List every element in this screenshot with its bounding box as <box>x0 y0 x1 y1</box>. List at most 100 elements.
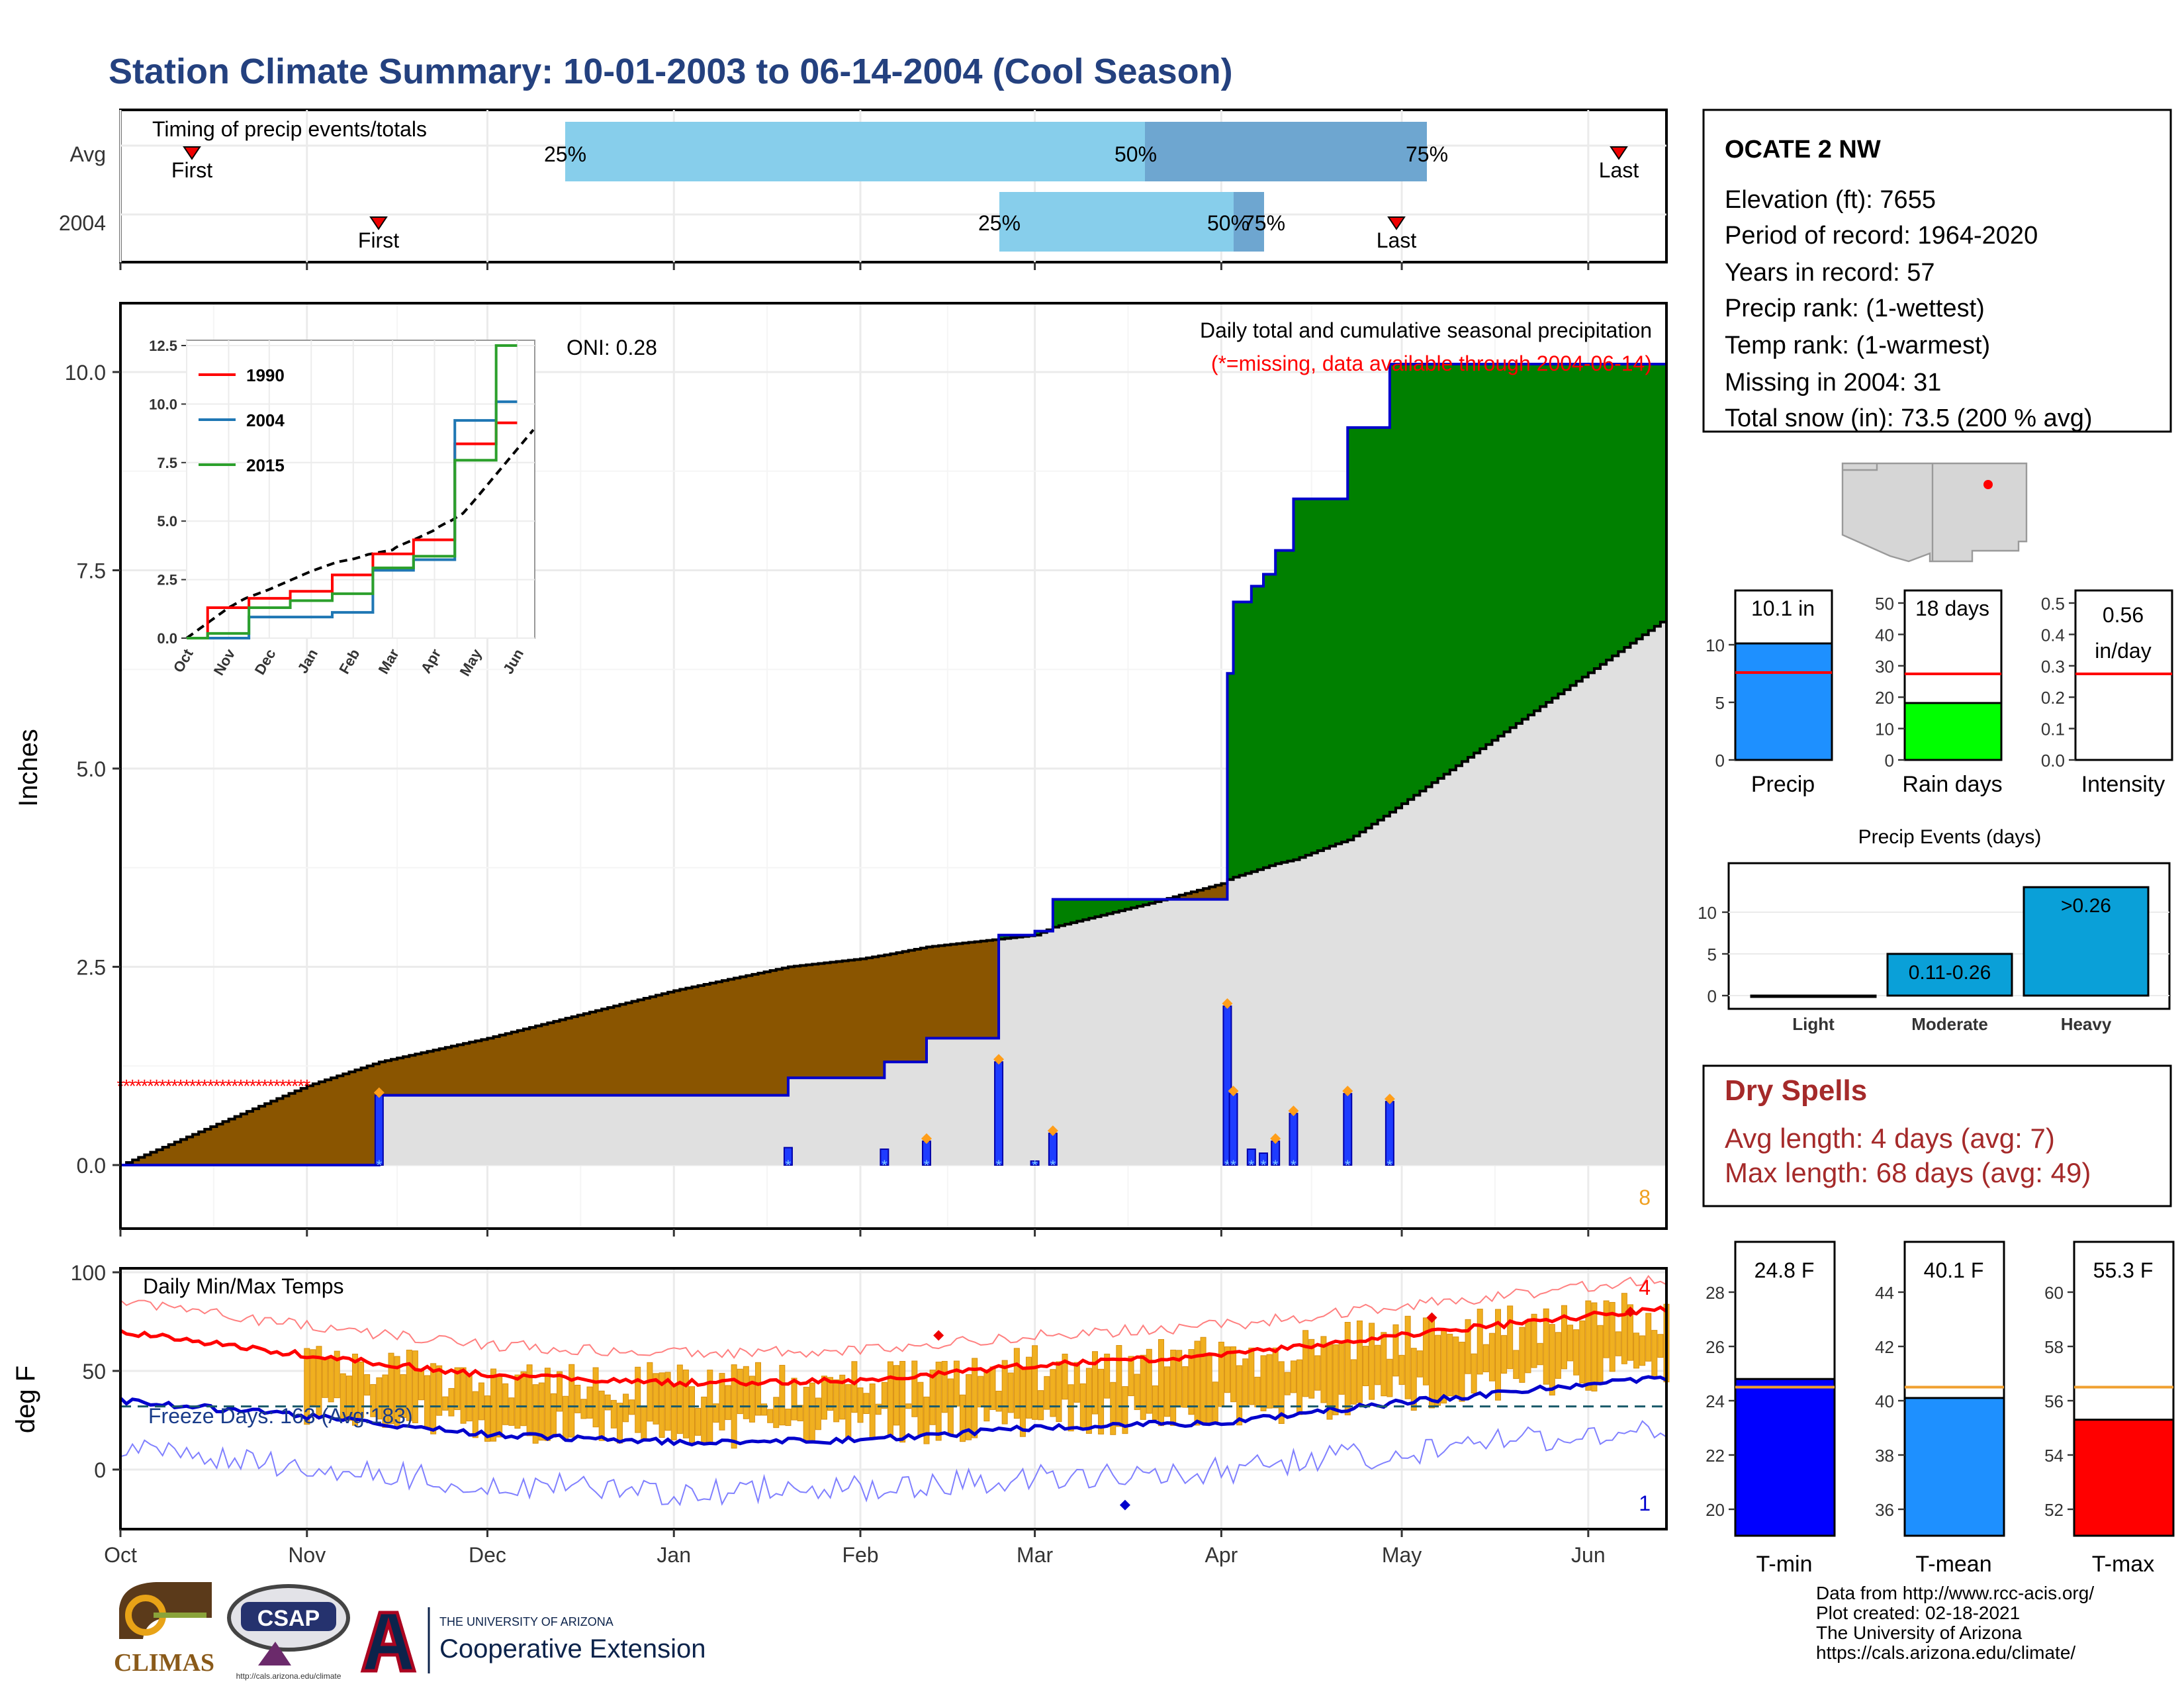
dry-spells-frame <box>1702 1064 2172 1207</box>
daily-temp-bar <box>1128 1356 1134 1397</box>
daily-temp-bar <box>869 1383 876 1439</box>
temp-bottom-count: 1 <box>1639 1491 1651 1515</box>
daily-temp-bar <box>1236 1365 1243 1426</box>
daily-temp-bar <box>358 1361 365 1418</box>
temp-x-tick-label: May <box>1382 1543 1422 1567</box>
daily-temp-bar <box>887 1361 893 1437</box>
temp-bar-tick-label: 58 <box>2044 1337 2064 1357</box>
events-bar-heavy <box>2023 886 2150 997</box>
oni-label: ONI: 0.28 <box>567 336 657 359</box>
temp-x-tick-label: Jun <box>1571 1543 1606 1567</box>
missing-day-marker: * <box>153 1076 160 1096</box>
daily-temp-bar <box>1597 1325 1604 1383</box>
temp-bar-tick-label: 52 <box>2044 1500 2064 1520</box>
intensity-bar-axis: 0.0 0.1 0.2 0.3 0.4 0.5 <box>2041 594 2075 771</box>
daily-temp-bar <box>1488 1333 1495 1382</box>
missing-day-marker: * <box>171 1076 178 1096</box>
daily-temp-bar <box>797 1405 803 1422</box>
missing-day-marker: * <box>267 1076 275 1096</box>
snow-marker: * <box>786 1157 792 1174</box>
daily-temp-bar <box>454 1367 461 1411</box>
missing-day-marker: * <box>213 1076 220 1096</box>
daily-temp-bar <box>1549 1324 1555 1396</box>
daily-temp-bar <box>1555 1332 1561 1379</box>
inset-legend-label: 1990 <box>246 365 285 385</box>
temp-bar-tick-label: 36 <box>1875 1500 1894 1520</box>
temp-bar-tick-label: 40 <box>1875 1391 1894 1411</box>
daily-temp-bar <box>1116 1344 1122 1427</box>
heavy-event-marker <box>1228 1086 1239 1097</box>
temp-panel: 0 50 100 deg F Daily Min/Max Temps Freeze … <box>11 1261 1670 1530</box>
daily-temp-bar <box>989 1366 996 1410</box>
events-bar-light <box>1750 994 1877 998</box>
events-bar-label: 0.11-0.26 <box>1909 962 1991 984</box>
precip-y-tick-label: 10.0 <box>65 361 106 385</box>
daily-temp-bar <box>773 1397 780 1429</box>
csap-url: http://cals.arizona.edu/climate <box>236 1671 341 1681</box>
daily-precip-bar <box>783 1147 793 1166</box>
daily-temp-bar <box>586 1386 593 1419</box>
daily-temp-bar <box>1627 1304 1633 1361</box>
daily-temp-bar <box>670 1385 677 1440</box>
temp-y-axis: 0 50 100 <box>71 1261 120 1482</box>
daily-temp-bar <box>917 1382 924 1436</box>
inset-series-2015 <box>187 344 518 639</box>
daily-temp-bar <box>791 1378 797 1421</box>
freeze-days-label: Freeze Days: 163 (Avg:183) <box>148 1404 413 1428</box>
daily-temp-bar <box>1471 1353 1477 1394</box>
daily-temp-bar <box>424 1375 431 1429</box>
missing-day-marker: * <box>159 1076 166 1096</box>
daily-temp-bar <box>322 1358 328 1398</box>
daily-temp-bar <box>484 1395 490 1442</box>
station-years: Years in record: 57 <box>1725 259 1935 287</box>
footer-line-3: The University of Arizona <box>1816 1622 2023 1643</box>
daily-temp-bar <box>719 1373 725 1430</box>
daily-temp-bar <box>659 1372 665 1438</box>
daily-temp-bar <box>508 1397 515 1426</box>
daily-temp-bar <box>376 1377 383 1420</box>
snow-marker: * <box>1230 1157 1236 1174</box>
daily-temp-bar <box>803 1387 809 1442</box>
daily-temp-bar <box>1182 1366 1189 1408</box>
mini-axis-tick-label: 40 <box>1875 625 1894 645</box>
daily-precip-bar <box>1259 1152 1269 1166</box>
daily-temp-bar <box>815 1397 821 1430</box>
snow-marker: * <box>1224 1157 1230 1174</box>
climas-text: CLIMAS <box>114 1649 214 1677</box>
daily-temp-bar <box>370 1383 377 1417</box>
daily-temp-bar <box>1375 1344 1381 1385</box>
daily-temp-bar <box>1013 1348 1020 1419</box>
daily-temp-bar <box>1140 1354 1146 1420</box>
daily-temp-bar <box>754 1362 761 1416</box>
average-max-temp-line <box>119 1305 1668 1388</box>
snow-marker: * <box>1387 1157 1393 1174</box>
temp-x-tick-label: Apr <box>1205 1543 1238 1567</box>
daily-temp-bar <box>1050 1369 1056 1417</box>
snow-marker: * <box>1050 1157 1056 1174</box>
daily-temp-bar <box>1230 1346 1237 1403</box>
daily-temp-bar <box>448 1387 455 1417</box>
footer-credits: Data from http://www.rcc-acis.org/ Plot … <box>1816 1583 2094 1663</box>
daily-precip-bar <box>374 1094 384 1166</box>
record-min-line <box>120 1420 1667 1507</box>
daily-temp-bar <box>1453 1336 1459 1396</box>
daily-temp-bar <box>1122 1386 1128 1434</box>
temp-bar-tick-label: 44 <box>1875 1283 1894 1303</box>
mini-axis-tick-label: 0 <box>1885 751 1894 771</box>
intensity-bar-label: Intensity <box>2081 772 2165 797</box>
temp-bar-tick-label: 56 <box>2044 1391 2064 1411</box>
daily-temp-bar <box>1308 1338 1315 1399</box>
inset-y-tick-label: 10.0 <box>149 396 177 412</box>
snow-marker: * <box>882 1157 887 1174</box>
precip-x-axis <box>119 262 1590 1237</box>
temp-bar-tick-label: 42 <box>1875 1337 1894 1357</box>
daily-temp-bar <box>851 1361 858 1413</box>
snow-marker: * <box>1249 1157 1255 1174</box>
daily-temp-bar <box>592 1367 599 1428</box>
daily-temp-bar <box>1410 1348 1417 1411</box>
missing-day-marker: * <box>165 1076 172 1096</box>
heavy-event-marker <box>1288 1105 1299 1117</box>
daily-temp-bar <box>647 1362 653 1422</box>
